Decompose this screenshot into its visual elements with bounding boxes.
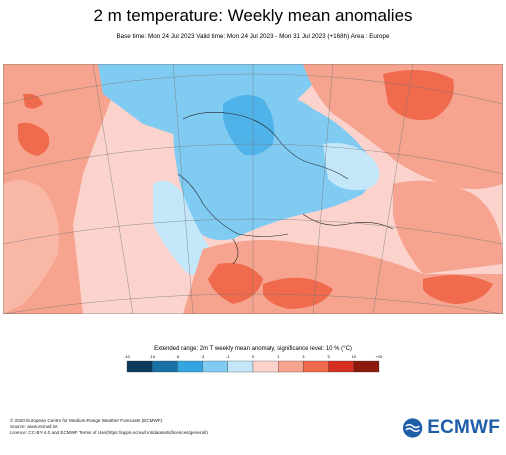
africa-hot-1	[208, 263, 263, 304]
legend-swatch	[303, 360, 329, 373]
footer-licence: Licence: CC-BY-4.0 and ECMWF Terms of Us…	[10, 430, 208, 435]
legend-swatch	[202, 360, 228, 373]
legend-swatch	[328, 360, 354, 373]
legend-title: Extended range: 2m T weekly mean anomaly…	[154, 346, 352, 352]
chart-title: 2 m temperature: Weekly mean anomalies	[93, 6, 413, 25]
legend-tick-label: 1	[277, 354, 280, 359]
ecmwf-logo-text: ECMWF	[427, 417, 500, 438]
legend-swatch	[353, 360, 380, 373]
atlantic-hot-2	[23, 93, 43, 109]
legend-swatch	[227, 360, 254, 373]
legend-swatch	[152, 360, 178, 373]
africa-hot-2	[263, 277, 333, 309]
coastline	[177, 112, 394, 265]
legend-swatch	[278, 360, 304, 373]
legend-swatch	[126, 360, 153, 373]
med-warm	[183, 240, 503, 314]
legend-tick-label: -5	[176, 354, 180, 359]
ecmwf-logo: ECMWF	[402, 416, 500, 440]
legend-tick-label: 5	[327, 354, 330, 359]
legend-swatch	[252, 360, 279, 373]
legend-tick-label: 0	[252, 354, 255, 359]
legend-tick-label: -10	[149, 354, 156, 359]
colorbar-legend: -10 -10 -5 -3 -1 0 1 3 5 10 +10	[124, 354, 384, 373]
chart-subtitle: Base time: Mon 24 Jul 2023 Valid time: M…	[116, 33, 390, 40]
atlantic-patch	[3, 180, 59, 314]
legend-tick-label: -10	[124, 354, 131, 359]
footer: © 2020 European Centre for Medium-Range …	[10, 418, 208, 436]
africa-hot-3	[423, 275, 493, 304]
atlantic-hot-1	[18, 122, 50, 156]
footer-source: Source: www.ecmwf.int	[10, 424, 58, 429]
europe-cold	[173, 93, 373, 240]
footer-copyright: © 2020 European Centre for Medium-Range …	[10, 418, 163, 423]
legend-tick-label: 3	[302, 354, 305, 359]
europe-cold-light	[153, 180, 218, 275]
legend-tick-label: -1	[226, 354, 230, 359]
east-cold	[323, 143, 380, 191]
east-warm	[393, 180, 503, 274]
russia-hot	[383, 70, 454, 120]
anomaly-map	[3, 64, 503, 314]
legend-tick-label: +10	[376, 354, 384, 359]
legend-tick-label: -3	[201, 354, 205, 359]
ecmwf-logo-icon	[402, 418, 423, 438]
graticule	[3, 64, 503, 314]
legend-tick-label: 10	[352, 354, 357, 359]
legend-swatch	[177, 360, 203, 373]
scandinavia-cold	[223, 95, 275, 156]
north-cold	[98, 64, 313, 134]
